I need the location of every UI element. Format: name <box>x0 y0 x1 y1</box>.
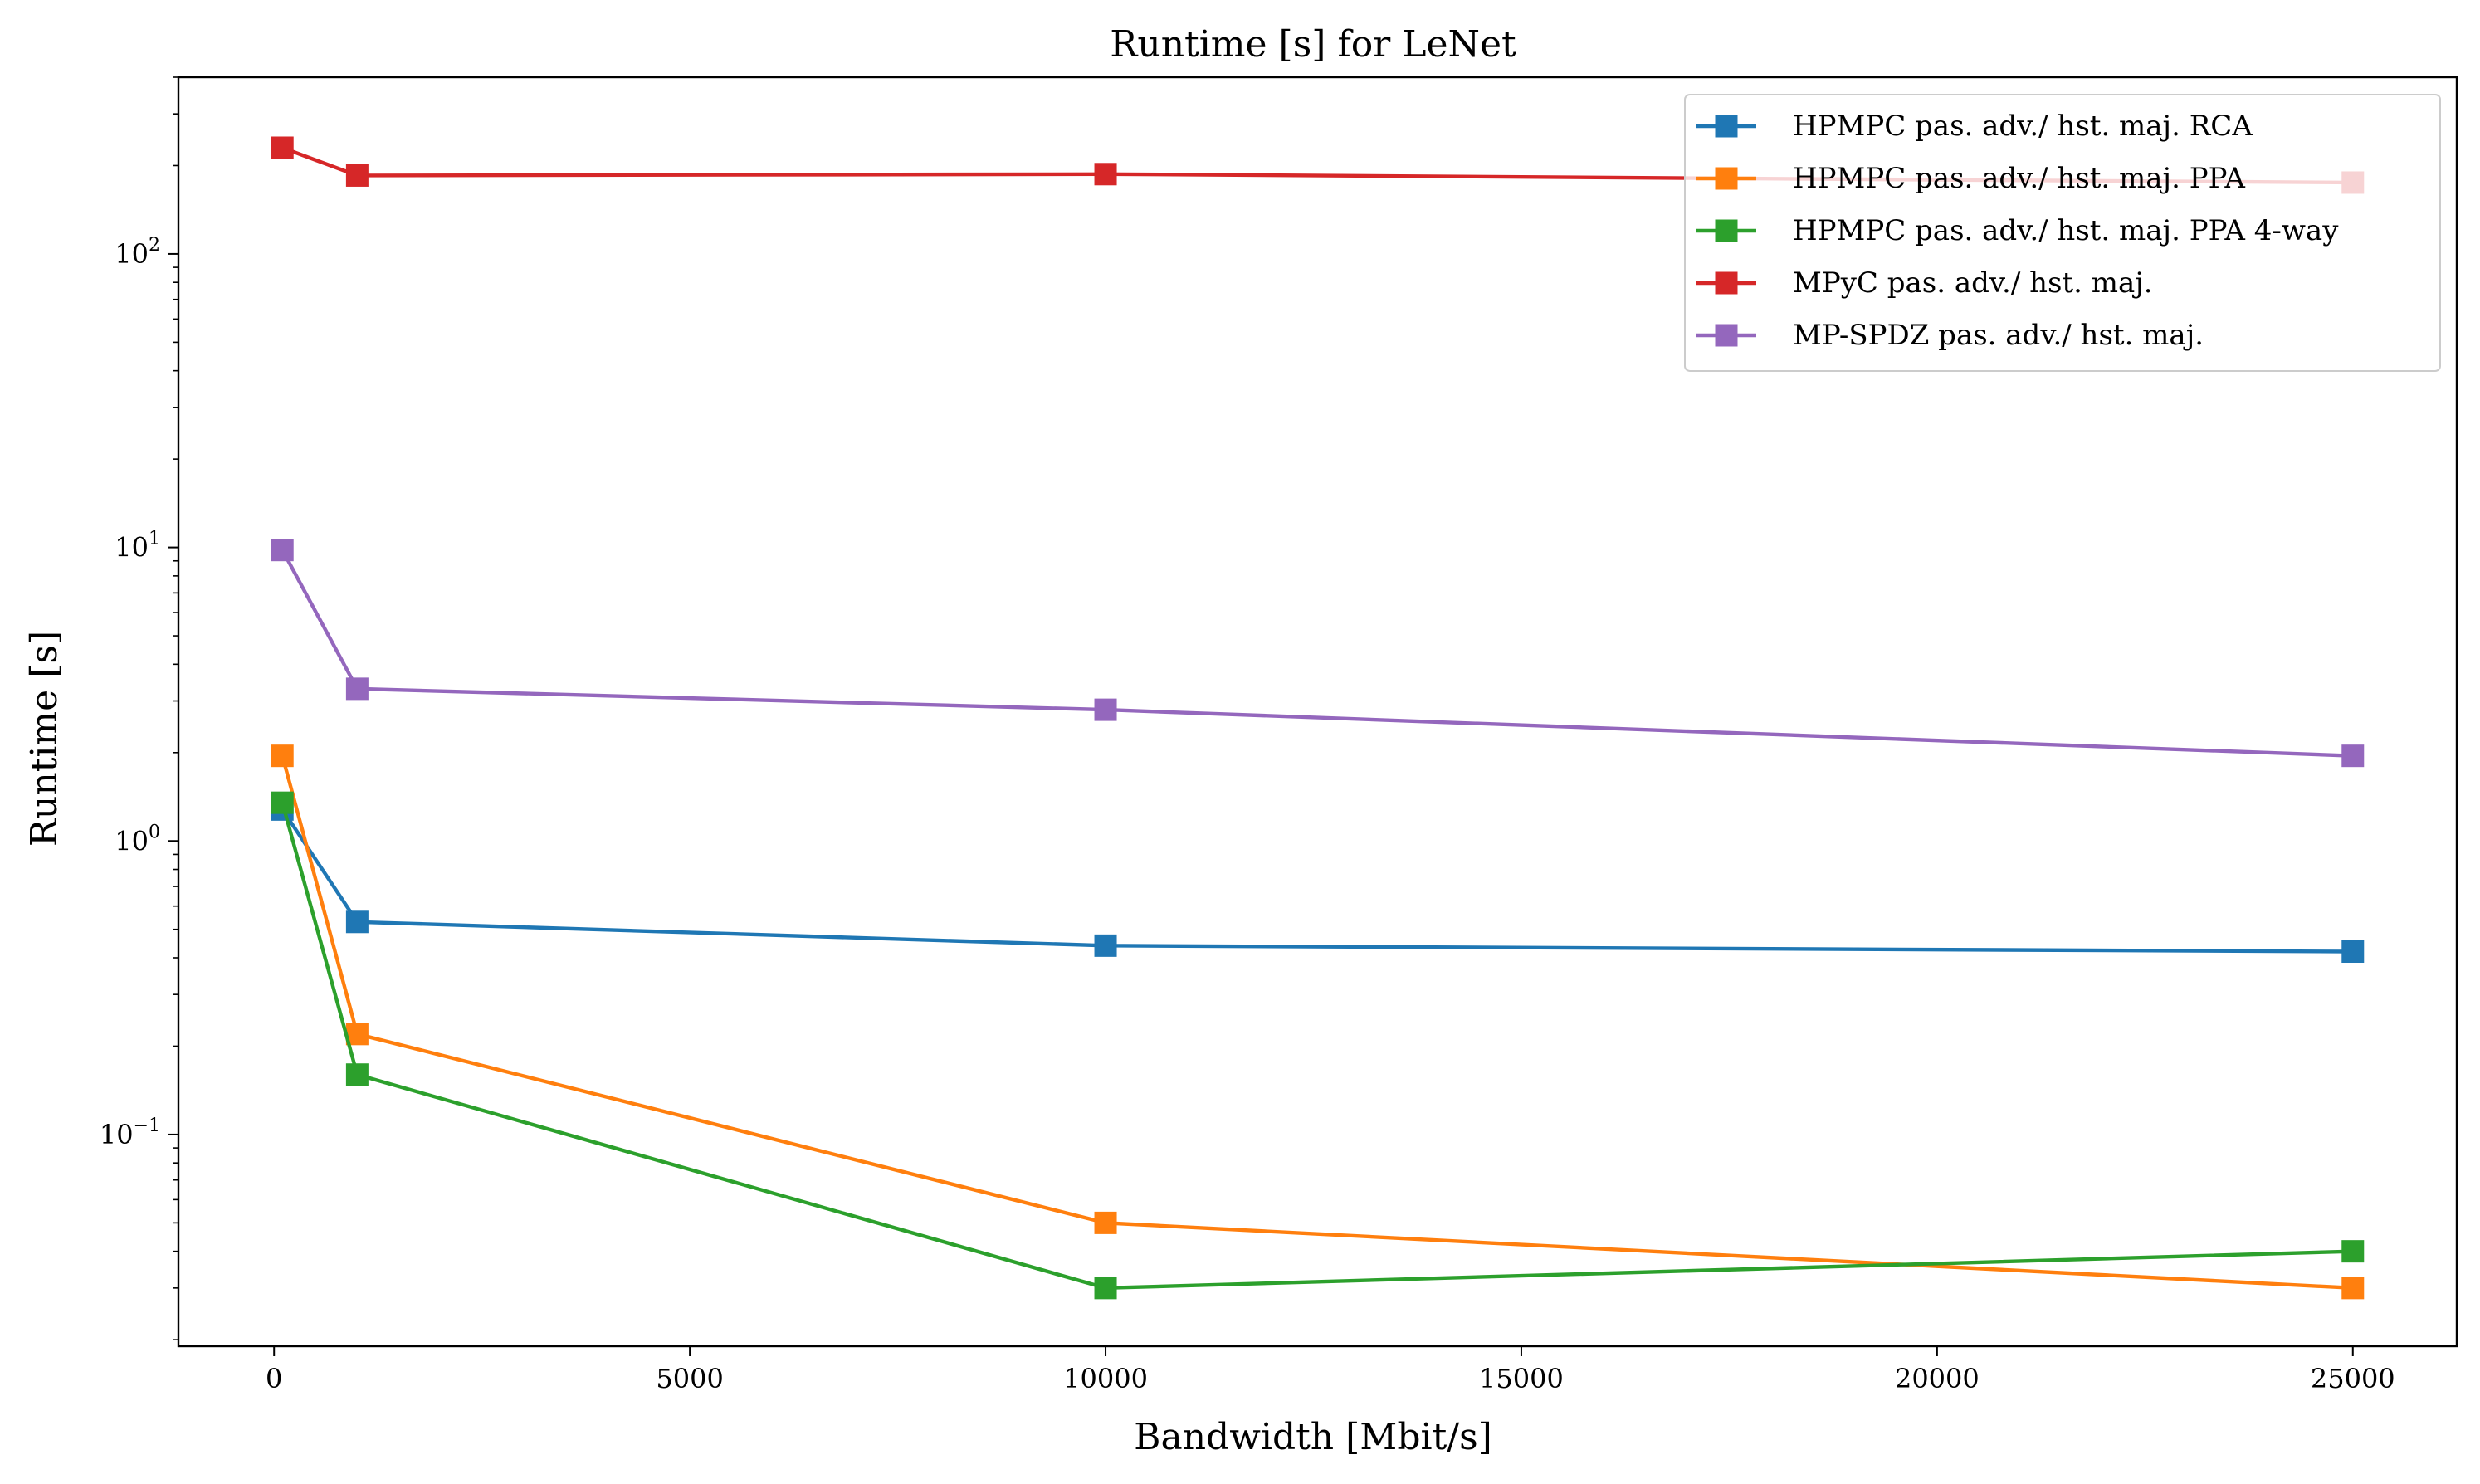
chart-title: Runtime [s] for LeNet <box>1110 23 1516 66</box>
y-tick-exponent: 1 <box>149 529 160 549</box>
y-tick-base: 10 <box>115 532 149 564</box>
y-tick-base: 10 <box>100 1119 134 1150</box>
y-tick-label: 10−1 <box>100 1115 160 1150</box>
data-point <box>271 791 294 814</box>
x-tick-label: 20000 <box>1895 1363 1980 1394</box>
data-point <box>1094 934 1117 957</box>
legend-entry: MPyC pas. adv./ hst. maj. <box>1696 266 2153 300</box>
legend-marker <box>1715 324 1738 347</box>
data-point <box>345 910 369 934</box>
legend-label: MP-SPDZ pas. adv./ hst. maj. <box>1793 319 2204 352</box>
legend-label: MPyC pas. adv./ hst. maj. <box>1793 266 2153 300</box>
data-point <box>2341 1277 2365 1300</box>
data-point <box>1094 698 1117 721</box>
series-line <box>281 802 2353 1291</box>
y-tick-base: 10 <box>115 825 149 857</box>
x-tick-label: 15000 <box>1479 1363 1564 1394</box>
legend-marker <box>1715 219 1738 242</box>
x-tick-label: 25000 <box>2311 1363 2395 1394</box>
legend-marker <box>1715 115 1738 138</box>
y-tick-exponent: 0 <box>149 822 160 842</box>
data-point <box>345 1063 369 1086</box>
data-point <box>1094 1211 1117 1234</box>
data-point <box>2341 744 2365 768</box>
series-4 <box>271 539 2365 768</box>
series-line <box>281 808 2353 954</box>
legend-entry: HPMPC pas. adv./ hst. maj. PPA 4-way <box>1696 214 2339 247</box>
series-2 <box>271 791 2365 1300</box>
y-tick-exponent: 2 <box>149 235 160 256</box>
plot-frame <box>177 76 2458 1348</box>
data-point <box>345 677 369 701</box>
data-point <box>2341 1240 2365 1263</box>
data-point <box>2341 940 2365 963</box>
data-point <box>1094 1277 1117 1300</box>
y-tick-base: 10 <box>115 238 149 270</box>
legend-marker <box>1715 167 1738 190</box>
y-axis-label: Runtime [s] <box>23 631 66 847</box>
data-point <box>271 539 294 562</box>
legend-entry: MP-SPDZ pas. adv./ hst. maj. <box>1696 319 2204 352</box>
data-point <box>345 164 369 187</box>
series-line <box>281 549 2353 758</box>
x-tick-label: 0 <box>266 1363 282 1394</box>
y-tick-exponent: −1 <box>134 1115 160 1136</box>
data-point <box>1094 163 1117 186</box>
legend-entry: HPMPC pas. adv./ hst. maj. RCA <box>1696 110 2253 143</box>
data-point <box>271 744 294 768</box>
series-1 <box>271 744 2365 1300</box>
y-tick-label: 102 <box>115 235 160 270</box>
x-axis-label: Bandwidth [Mbit/s] <box>1134 1416 1492 1458</box>
legend-box <box>1684 94 2441 372</box>
series-line <box>281 755 2353 1291</box>
legend-label: HPMPC pas. adv./ hst. maj. RCA <box>1793 110 2253 143</box>
x-tick-label: 10000 <box>1063 1363 1148 1394</box>
y-tick-label: 101 <box>115 529 160 564</box>
y-tick-label: 100 <box>115 822 160 857</box>
legend-label: HPMPC pas. adv./ hst. maj. PPA <box>1793 162 2245 195</box>
x-tick-label: 5000 <box>656 1363 723 1394</box>
legend-marker <box>1715 271 1738 295</box>
legend-entry: HPMPC pas. adv./ hst. maj. PPA <box>1696 162 2245 195</box>
data-point <box>271 136 294 159</box>
legend-label: HPMPC pas. adv./ hst. maj. PPA 4-way <box>1793 214 2339 247</box>
legend: HPMPC pas. adv./ hst. maj. RCA HPMPC pas.… <box>1684 94 2441 372</box>
